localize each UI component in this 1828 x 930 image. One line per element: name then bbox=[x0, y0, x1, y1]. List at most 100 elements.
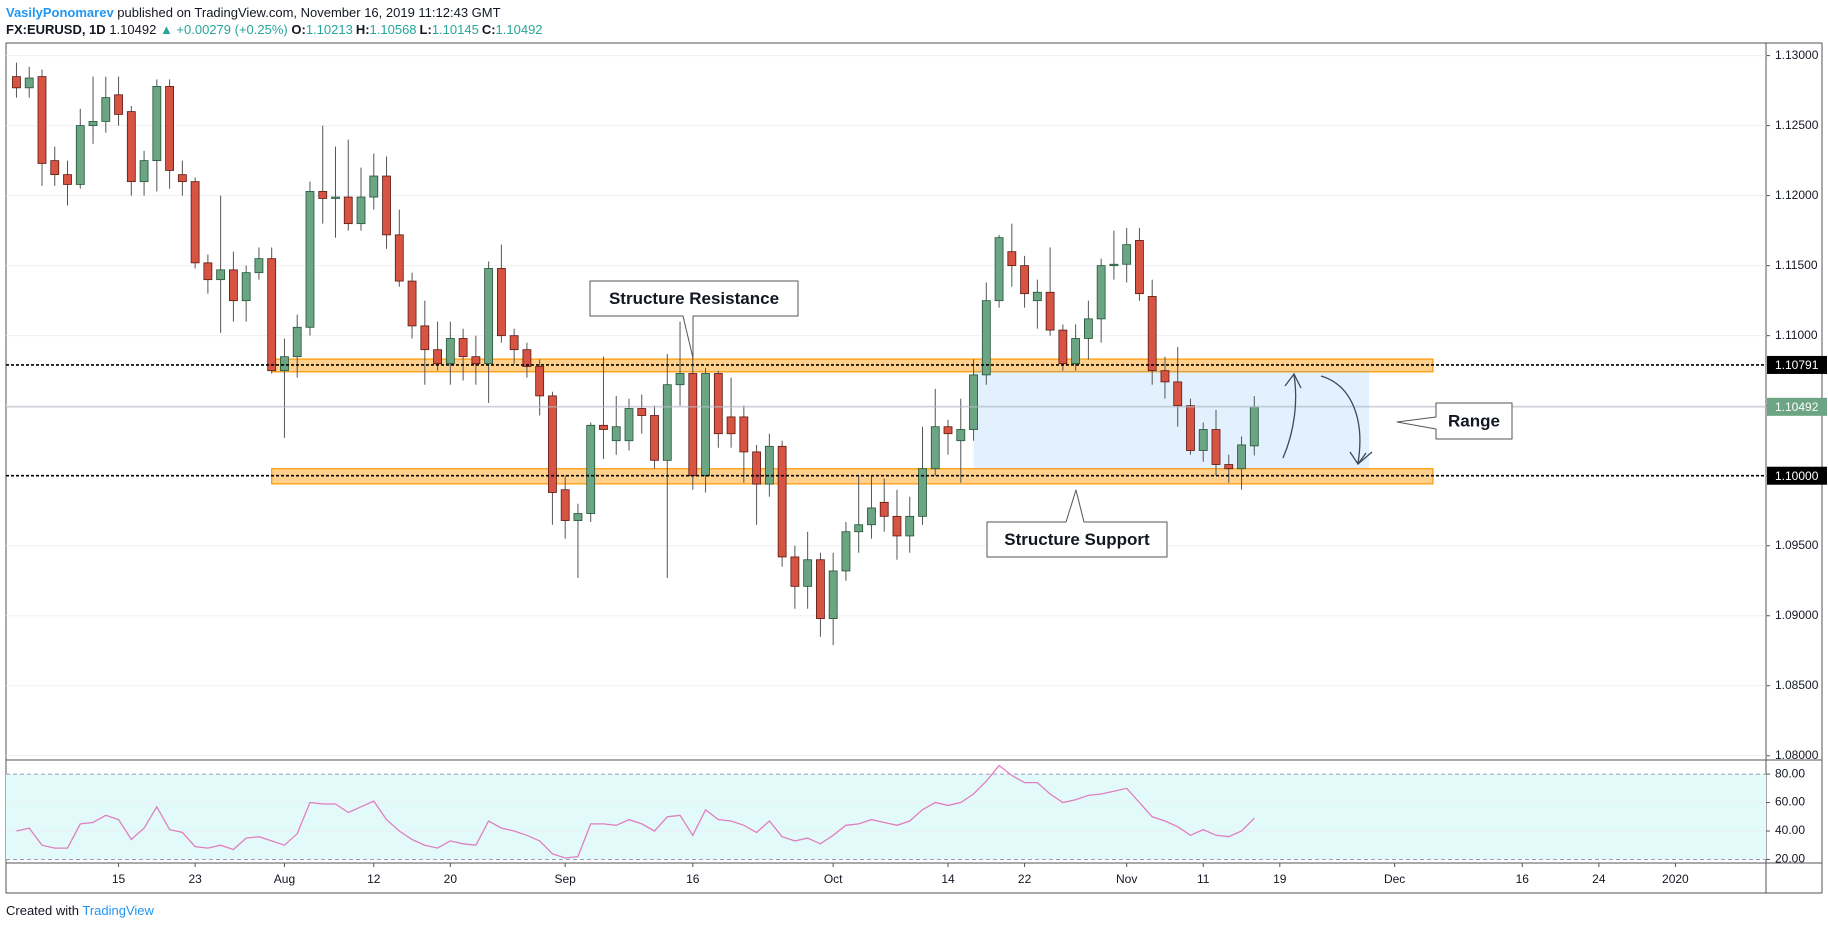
price-tag bbox=[1767, 466, 1827, 485]
candle-body bbox=[63, 174, 72, 185]
candle-body bbox=[139, 160, 149, 183]
candle-body bbox=[126, 111, 136, 183]
ohlc-key: C: bbox=[481, 22, 496, 37]
arrow-tick bbox=[1357, 451, 1373, 465]
candle-body bbox=[484, 268, 494, 365]
candle-body bbox=[828, 570, 838, 619]
rsi-band bbox=[6, 774, 1766, 860]
candle-body bbox=[624, 408, 634, 442]
candle-body bbox=[1096, 265, 1106, 320]
publish-line: VasilyPonomarev published on TradingView… bbox=[6, 4, 546, 21]
candle-body bbox=[1122, 244, 1132, 265]
candle-body bbox=[331, 196, 340, 199]
candle-body bbox=[280, 356, 289, 372]
candle-body bbox=[165, 86, 174, 171]
y-tick-label: 1.13000 bbox=[1775, 48, 1819, 62]
last-price: 1.10492 bbox=[109, 22, 157, 37]
x-tick-label: Nov bbox=[1116, 872, 1137, 886]
y-tick-label: 1.09500 bbox=[1775, 538, 1819, 552]
published: published on TradingView.com, November 1… bbox=[117, 5, 501, 20]
candle-body bbox=[943, 426, 953, 435]
candle-body bbox=[816, 559, 825, 619]
y-tick-label: 1.08500 bbox=[1775, 678, 1819, 692]
x-tick-label: 16 bbox=[686, 872, 700, 886]
candle-body bbox=[1198, 429, 1208, 451]
price-tag bbox=[1767, 355, 1827, 374]
candle-body bbox=[433, 349, 442, 365]
chart: 15 23 Aug 12 20 Sep 16 Oct 14 22 Nov 11 19 Dec 16 24 202… bbox=[5, 42, 1827, 894]
candle-body bbox=[586, 424, 596, 514]
candle-body bbox=[892, 515, 902, 537]
callout-box bbox=[1396, 402, 1513, 440]
brand[interactable]: TradingView bbox=[82, 903, 154, 918]
candle-body bbox=[509, 335, 519, 351]
candle-body bbox=[445, 338, 455, 365]
x-tick-label: Dec bbox=[1384, 872, 1405, 886]
candle-body bbox=[522, 349, 532, 367]
y-tick-label: 1.12000 bbox=[1775, 188, 1819, 202]
candle-body bbox=[956, 429, 966, 442]
y-tick-label: 1.11000 bbox=[1775, 328, 1818, 342]
candle-body bbox=[369, 175, 379, 198]
candle-body bbox=[879, 501, 889, 517]
candle-body bbox=[1173, 381, 1183, 407]
candle-body bbox=[1186, 405, 1195, 451]
x-tick-label: Aug bbox=[274, 872, 295, 886]
candle-body bbox=[394, 234, 404, 282]
x-tick-label: Oct bbox=[824, 872, 843, 886]
candle-body bbox=[841, 531, 851, 572]
rsi-line bbox=[16, 764, 1255, 859]
x-tick-label: 23 bbox=[188, 872, 202, 886]
candle-body bbox=[994, 237, 1004, 302]
rsi-tick-label: 40.00 bbox=[1775, 823, 1805, 837]
candle-body bbox=[1007, 251, 1017, 267]
rsi-tick-label: 60.00 bbox=[1775, 795, 1805, 809]
x-tick-label: 16 bbox=[1516, 872, 1530, 886]
y-tick-label: 1.12500 bbox=[1775, 118, 1819, 132]
candle-body bbox=[1160, 370, 1170, 383]
candle-body bbox=[343, 196, 353, 225]
callout-text: Structure Support bbox=[1004, 530, 1150, 549]
candle-body bbox=[203, 262, 213, 281]
candle-body bbox=[854, 524, 864, 533]
ohlc-key: O: bbox=[291, 22, 306, 37]
x-tick-label: 20 bbox=[444, 872, 458, 886]
range-box bbox=[973, 370, 1370, 469]
candle-body bbox=[637, 408, 647, 416]
x-tick-label: Sep bbox=[555, 872, 577, 886]
candle-body bbox=[1045, 291, 1055, 331]
candle-body bbox=[229, 269, 238, 302]
y-tick-label: 1.09000 bbox=[1775, 608, 1819, 622]
rsi-tick-label: 20.00 bbox=[1775, 852, 1805, 866]
candle-body bbox=[790, 556, 800, 587]
candle-body bbox=[905, 515, 915, 537]
callout-text: Range bbox=[1448, 411, 1500, 430]
callout-box bbox=[589, 280, 799, 359]
candle-body bbox=[701, 373, 710, 477]
candle-body bbox=[1211, 429, 1221, 465]
candle-body bbox=[688, 373, 698, 477]
candle-body bbox=[496, 268, 506, 337]
candle-body bbox=[1032, 291, 1042, 302]
candle-body bbox=[241, 272, 251, 302]
candle-body bbox=[560, 489, 570, 521]
author[interactable]: VasilyPonomarev bbox=[6, 5, 114, 20]
candle-body bbox=[152, 86, 162, 162]
candle-body bbox=[254, 258, 264, 274]
x-tick-label: 12 bbox=[367, 872, 381, 886]
candle-body bbox=[1237, 444, 1246, 470]
candle-body bbox=[267, 258, 277, 372]
candle-body bbox=[981, 300, 991, 376]
candle-body bbox=[1020, 265, 1029, 295]
ohlc-key: H: bbox=[355, 22, 370, 37]
ohlc-value: 1.10492 bbox=[495, 22, 543, 37]
price-tag-label: 1.10791 bbox=[1775, 358, 1819, 372]
candle-body bbox=[216, 269, 226, 281]
candle-body bbox=[471, 356, 481, 365]
candle-body bbox=[292, 326, 302, 358]
x-tick-label: 24 bbox=[1592, 872, 1606, 886]
candle-body bbox=[713, 373, 723, 435]
candle-body bbox=[177, 174, 187, 183]
candle-body bbox=[420, 325, 430, 351]
candle-body bbox=[75, 125, 85, 185]
